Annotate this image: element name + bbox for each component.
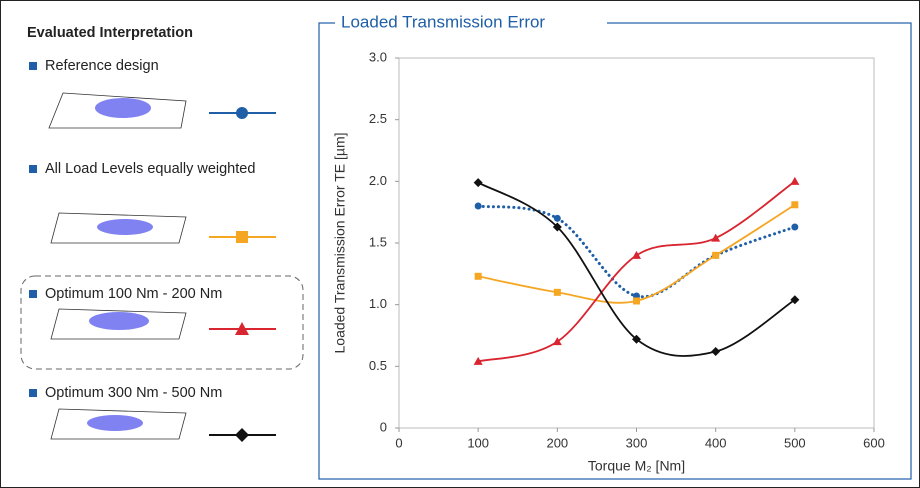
legend-label: Reference design bbox=[45, 58, 159, 74]
marker bbox=[474, 272, 482, 280]
marker bbox=[553, 288, 561, 296]
x-tick-label: 400 bbox=[705, 435, 727, 450]
legend-marker bbox=[235, 322, 249, 335]
marker bbox=[633, 297, 640, 305]
marker bbox=[632, 334, 641, 344]
series-line bbox=[477, 181, 796, 357]
legend-bullet bbox=[29, 165, 37, 173]
marker bbox=[712, 251, 720, 259]
x-tick-label: 100 bbox=[467, 435, 489, 450]
y-tick-label: 3.0 bbox=[369, 49, 387, 64]
chart-frame bbox=[318, 22, 912, 480]
title-backdrop bbox=[335, 13, 607, 35]
legend-marker bbox=[235, 428, 249, 442]
legend-label: Optimum 100 Nm - 200 Nm bbox=[45, 286, 223, 302]
x-tick-label: 300 bbox=[626, 435, 648, 450]
marker bbox=[474, 202, 482, 210]
marker bbox=[791, 201, 799, 209]
y-tick-label: 2.0 bbox=[369, 173, 387, 188]
marker bbox=[790, 176, 800, 185]
x-tick-label: 200 bbox=[546, 435, 568, 450]
contact-patches bbox=[87, 98, 153, 431]
legend-bullet bbox=[29, 389, 37, 397]
marker bbox=[553, 214, 561, 222]
legend-label: All Load Levels equally weighted bbox=[45, 161, 256, 177]
x-tick-label: 600 bbox=[863, 435, 885, 450]
legend-bullet bbox=[29, 62, 37, 70]
x-axis-label: Torque M₂ [Nm] bbox=[588, 458, 685, 474]
marker bbox=[552, 222, 562, 232]
y-tick-label: 1.0 bbox=[369, 296, 387, 311]
x-tick-label: 500 bbox=[784, 435, 806, 450]
series-line bbox=[477, 180, 796, 363]
y-tick-label: 1.5 bbox=[369, 234, 387, 249]
legend-title: Evaluated Interpretation bbox=[27, 25, 193, 41]
legend-marker bbox=[236, 231, 248, 243]
chart-title: Loaded Transmission Error bbox=[341, 12, 545, 31]
x-tick-label: 0 bbox=[395, 435, 402, 450]
marker bbox=[473, 356, 483, 365]
marker bbox=[791, 223, 799, 231]
marker bbox=[552, 337, 562, 346]
marker bbox=[473, 178, 483, 188]
plot-frame bbox=[398, 57, 875, 429]
y-tick-label: 0 bbox=[380, 419, 387, 434]
marker bbox=[790, 295, 800, 305]
y-tick-label: 2.5 bbox=[369, 111, 387, 126]
y-tick-label: 0.5 bbox=[369, 358, 387, 373]
marker bbox=[711, 233, 721, 242]
legend-bullet bbox=[29, 290, 37, 298]
legend-marker bbox=[236, 107, 248, 119]
highlight-box bbox=[20, 275, 304, 370]
legend-label: Optimum 300 Nm - 500 Nm bbox=[45, 385, 223, 401]
marker bbox=[632, 250, 641, 259]
marker bbox=[711, 347, 721, 357]
y-axis-label: Loaded Transmission Error TE [µm] bbox=[332, 133, 348, 354]
